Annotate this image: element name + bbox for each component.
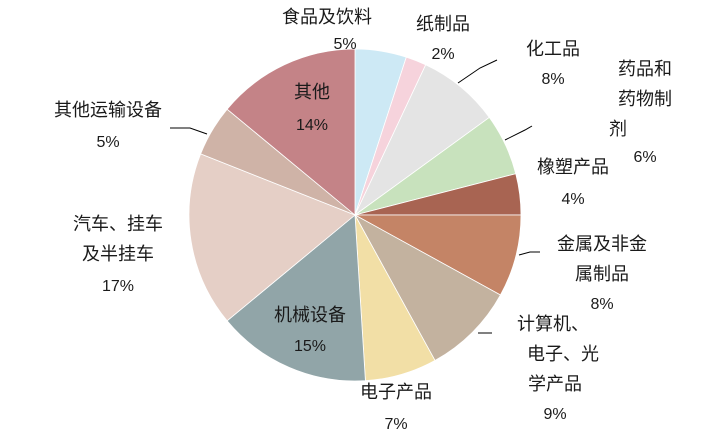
- slice-label: 剂: [609, 119, 627, 140]
- slice-label: 及半挂车: [82, 244, 154, 265]
- leader-line: [518, 251, 540, 256]
- slice-percent-label: 7%: [384, 416, 408, 433]
- slice-label: 纸制品: [416, 14, 470, 35]
- slice-label: 汽车、挂车: [73, 214, 163, 235]
- slice-label: 电子产品: [360, 382, 432, 403]
- slice-percent-label: 8%: [541, 71, 565, 88]
- slice-label: 其他: [294, 82, 330, 103]
- slice-label: 机械设备: [274, 305, 346, 326]
- slice-label: 电子、光: [527, 344, 599, 365]
- leader-line: [457, 59, 498, 84]
- slice-percent-label: 5%: [96, 134, 120, 151]
- slice-label: 金属及非金: [557, 234, 647, 255]
- leader-line: [504, 125, 533, 141]
- leader-line: [170, 127, 208, 135]
- pie-slice: [353, 213, 502, 362]
- slice-percent-label: 9%: [543, 406, 567, 423]
- slice-label: 其他运输设备: [54, 100, 162, 121]
- pie-slice: [226, 214, 366, 382]
- slice-label: 计算机、: [517, 314, 589, 335]
- slice-percent-label: 2%: [431, 46, 455, 63]
- slice-percent-label: 4%: [561, 191, 585, 208]
- slice-percent-label: 8%: [590, 296, 614, 313]
- slice-label: 橡塑产品: [537, 157, 609, 178]
- slice-label: 食品及饮料: [282, 7, 372, 28]
- slice-percent-label: 15%: [293, 338, 327, 355]
- pie-slice: [188, 153, 356, 322]
- slice-label: 药物制: [618, 89, 672, 110]
- slice-percent-label: 14%: [295, 117, 329, 134]
- slice-label: 学产品: [528, 374, 582, 395]
- slice-percent-label: 5%: [333, 36, 357, 53]
- slice-label: 属制品: [575, 264, 629, 285]
- slice-percent-label: 6%: [633, 149, 657, 166]
- slice-percent-label: 17%: [101, 278, 135, 295]
- slice-label: 药品和: [618, 59, 672, 80]
- pie-slice: [226, 48, 356, 216]
- slice-label: 化工品: [526, 39, 580, 60]
